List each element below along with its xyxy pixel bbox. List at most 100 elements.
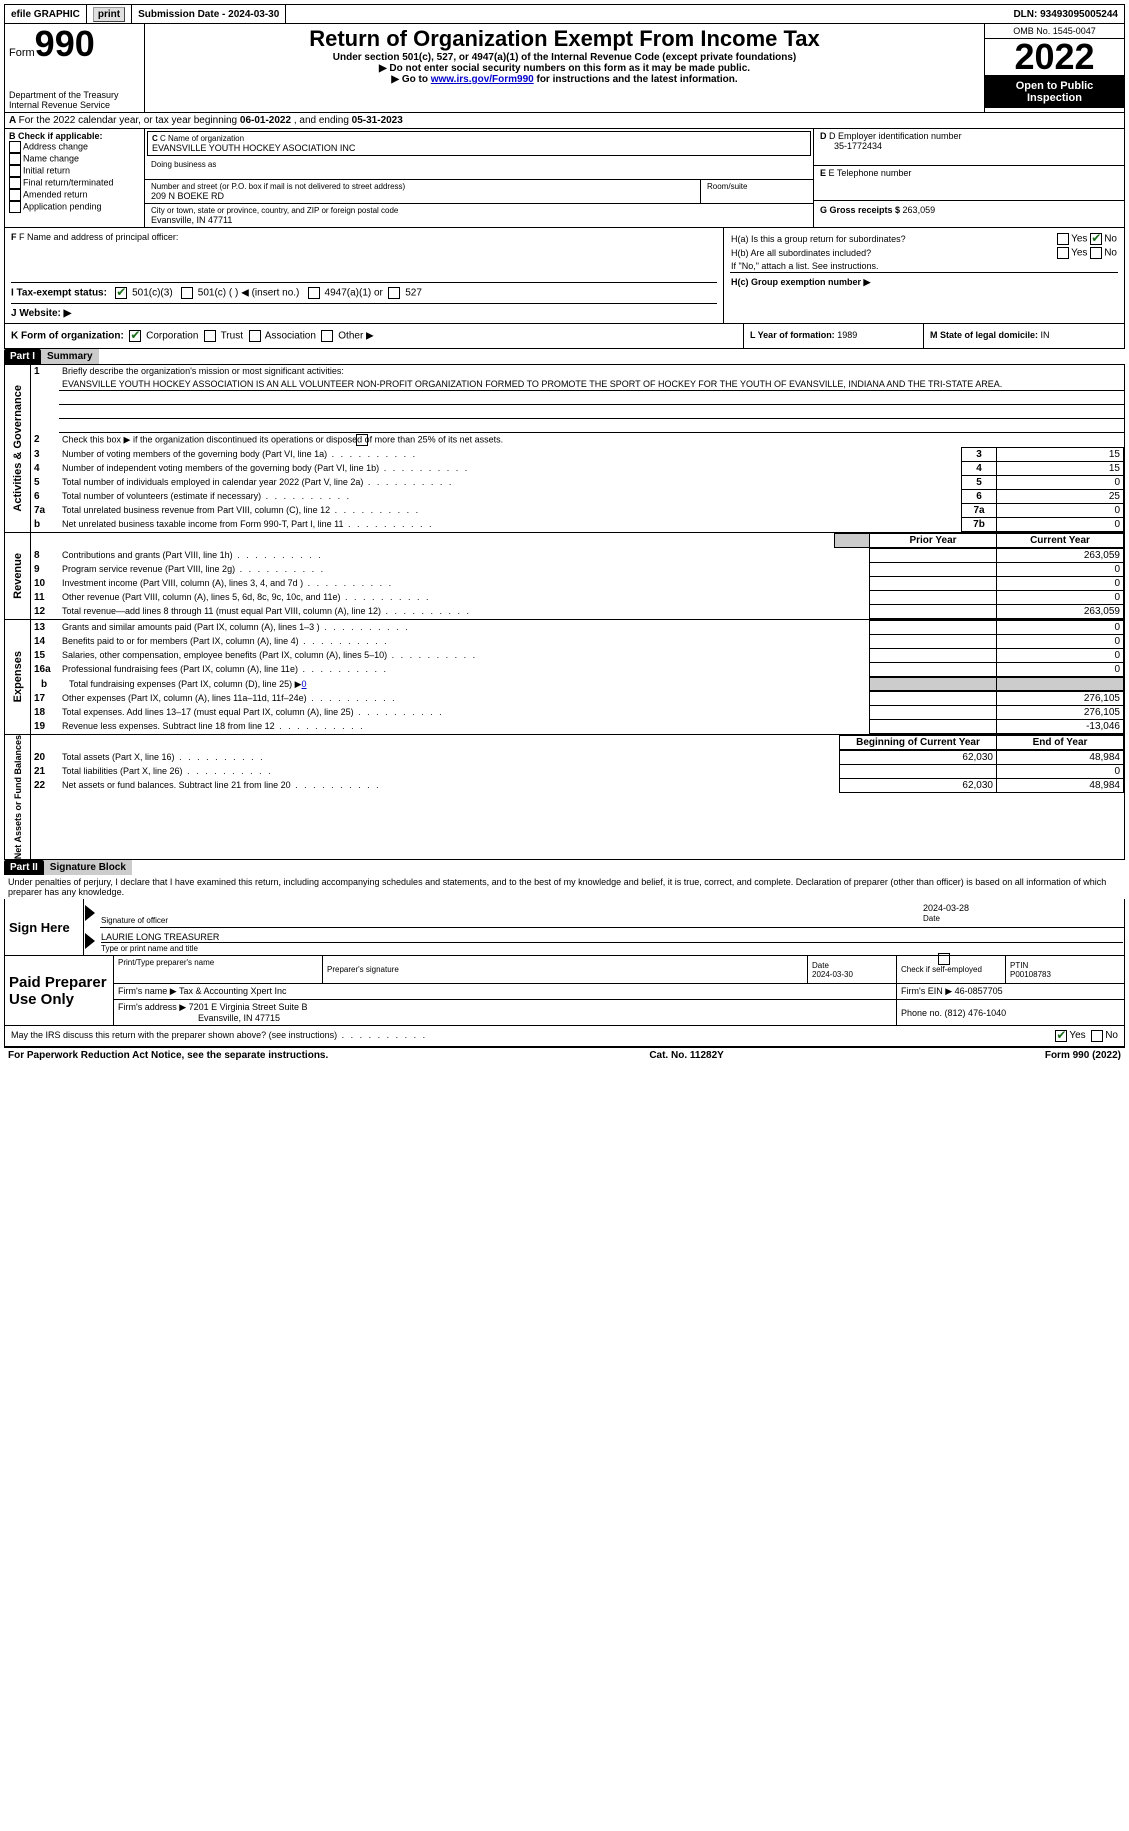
firm-address-1: 7201 E Virginia Street Suite B [189, 1002, 308, 1012]
gross-receipts: 263,059 [903, 205, 936, 215]
summary-row: 13 Grants and similar amounts paid (Part… [31, 621, 1124, 635]
subtitle-1: Under section 501(c), 527, or 4947(a)(1)… [149, 52, 980, 63]
efile-label: efile GRAPHIC [5, 5, 87, 23]
org-name-label: C C Name of organization [152, 134, 806, 143]
summary-row: 12 Total revenue—add lines 8 through 11 … [31, 605, 1124, 619]
cb-association[interactable] [249, 330, 261, 342]
footer-left: For Paperwork Reduction Act Notice, see … [8, 1050, 328, 1061]
org-name: EVANSVILLE YOUTH HOCKEY ASOCIATION INC [152, 143, 806, 153]
officer-label: F Name and address of principal officer: [19, 232, 178, 242]
cb-501c[interactable] [181, 287, 193, 299]
sign-here-label: Sign Here [9, 920, 70, 935]
phone-label: E Telephone number [829, 168, 912, 178]
col-beginning-year: Beginning of Current Year [856, 737, 980, 748]
side-governance: Activities & Governance [12, 385, 24, 512]
paid-preparer-block: Paid Preparer Use Only Print/Type prepar… [4, 956, 1125, 1026]
website-label: J Website: ▶ [11, 308, 71, 319]
box-deg: D D Employer identification number 35-17… [814, 129, 1124, 227]
cb-ha-no[interactable] [1090, 233, 1102, 245]
side-revenue: Revenue [12, 553, 24, 599]
officer-name: LAURIE LONG TREASURER [101, 932, 1123, 943]
cb-trust[interactable] [204, 330, 216, 342]
tax-exempt-label: I Tax-exempt status: [11, 288, 107, 299]
summary-row: 14 Benefits paid to or for members (Part… [31, 635, 1124, 649]
cb-ha-yes[interactable] [1057, 233, 1069, 245]
print-cell: print [87, 5, 132, 23]
date-label: Date [923, 914, 940, 923]
cb-self-employed[interactable] [938, 953, 950, 965]
side-expenses: Expenses [12, 651, 24, 702]
year-formation: 1989 [837, 330, 857, 340]
city-label: City or town, state or province, country… [151, 206, 807, 215]
discuss-label: May the IRS discuss this return with the… [11, 1030, 427, 1042]
col-end-year: End of Year [1033, 737, 1088, 748]
h-c: H(c) Group exemption number ▶ [731, 277, 870, 287]
col-prior-year: Prior Year [909, 535, 956, 546]
summary-row: 15 Salaries, other compensation, employe… [31, 649, 1124, 663]
sig-arrow-icon [85, 905, 95, 921]
box-fh: F F Name and address of principal office… [4, 228, 1125, 324]
cb-4947[interactable] [308, 287, 320, 299]
ein-value: 35-1772434 [820, 141, 1118, 151]
h-a: H(a) Is this a group return for subordin… [730, 232, 1017, 246]
box-b: B Check if applicable: Address change Na… [5, 129, 145, 227]
summary-row: 4 Number of independent voting members o… [31, 462, 1124, 476]
paid-preparer-label: Paid Preparer Use Only [9, 974, 107, 1008]
box-c: C C Name of organization EVANSVILLE YOUT… [145, 129, 814, 227]
summary-row: 7a Total unrelated business revenue from… [31, 504, 1124, 518]
summary-row: 21 Total liabilities (Part X, line 26) 0 [31, 765, 1124, 779]
cb-hb-no[interactable] [1090, 247, 1102, 259]
summary-row: 9 Program service revenue (Part VIII, li… [31, 563, 1124, 577]
firm-ein: 46-0857705 [955, 986, 1003, 996]
sig-date: 2024-03-28 [923, 903, 1123, 913]
perjury-declaration: Under penalties of perjury, I declare th… [4, 875, 1125, 899]
cb-final-return[interactable] [9, 177, 21, 189]
subtitle-3: ▶ Go to www.irs.gov/Form990 for instruct… [149, 74, 980, 85]
summary-row: 11 Other revenue (Part VIII, column (A),… [31, 591, 1124, 605]
summary-row: 5 Total number of individuals employed i… [31, 476, 1124, 490]
cb-corporation[interactable] [129, 330, 141, 342]
prep-sig-label: Preparer's signature [323, 956, 808, 984]
footer-center: Cat. No. 11282Y [649, 1050, 723, 1061]
dln: DLN: 93493095005244 [1007, 5, 1124, 23]
firm-phone: (812) 476-1040 [945, 1008, 1007, 1018]
sig-arrow-icon-2 [85, 933, 95, 949]
h-b: H(b) Are all subordinates included? [730, 246, 1017, 260]
line-1-label: Briefly describe the organization's miss… [59, 365, 1124, 378]
top-bar: efile GRAPHIC print Submission Date - 20… [4, 4, 1125, 24]
summary-row: b Net unrelated business taxable income … [31, 518, 1124, 532]
cb-address-change[interactable] [9, 141, 21, 153]
title-cell: Return of Organization Exempt From Incom… [145, 24, 984, 112]
cb-527[interactable] [388, 287, 400, 299]
gross-receipts-label: G Gross receipts $ [820, 205, 903, 215]
cb-501c3[interactable] [115, 287, 127, 299]
cb-application-pending[interactable] [9, 201, 21, 213]
dba-label: Doing business as [151, 160, 807, 169]
print-button[interactable]: print [93, 7, 125, 22]
cb-discuss-no[interactable] [1091, 1030, 1103, 1042]
part-1-body: Activities & Governance 1Briefly describ… [4, 364, 1125, 860]
cb-amended-return[interactable] [9, 189, 21, 201]
summary-row: 6 Total number of volunteers (estimate i… [31, 490, 1124, 504]
cb-discuss-yes[interactable] [1055, 1030, 1067, 1042]
ein-label: D Employer identification number [829, 131, 962, 141]
summary-row: 20 Total assets (Part X, line 16) 62,030… [31, 751, 1124, 765]
year-cell: OMB No. 1545-0047 2022 Open to Public In… [984, 24, 1124, 112]
cb-discontinued[interactable] [356, 434, 368, 446]
check-self-employed: Check if self-employed [897, 956, 1006, 984]
address-label: Number and street (or P.O. box if mail i… [151, 182, 694, 191]
subtitle-2: Do not enter social security numbers on … [149, 63, 980, 74]
tax-year: 2022 [985, 39, 1124, 75]
irs-link[interactable]: www.irs.gov/Form990 [431, 74, 534, 85]
cb-name-change[interactable] [9, 153, 21, 165]
submission-date: Submission Date - 2024-03-30 [132, 5, 286, 23]
cb-other[interactable] [321, 330, 333, 342]
cb-initial-return[interactable] [9, 165, 21, 177]
summary-row: 19 Revenue less expenses. Subtract line … [31, 720, 1124, 734]
tax-period: A For the 2022 calendar year, or tax yea… [4, 113, 1125, 129]
open-inspection: Open to Public Inspection [985, 75, 1124, 108]
box-klm: K Form of organization: Corporation Trus… [4, 324, 1125, 349]
footer-right: Form 990 (2022) [1045, 1050, 1121, 1061]
form-header: Form990 Department of the Treasury Inter… [4, 24, 1125, 113]
cb-hb-yes[interactable] [1057, 247, 1069, 259]
